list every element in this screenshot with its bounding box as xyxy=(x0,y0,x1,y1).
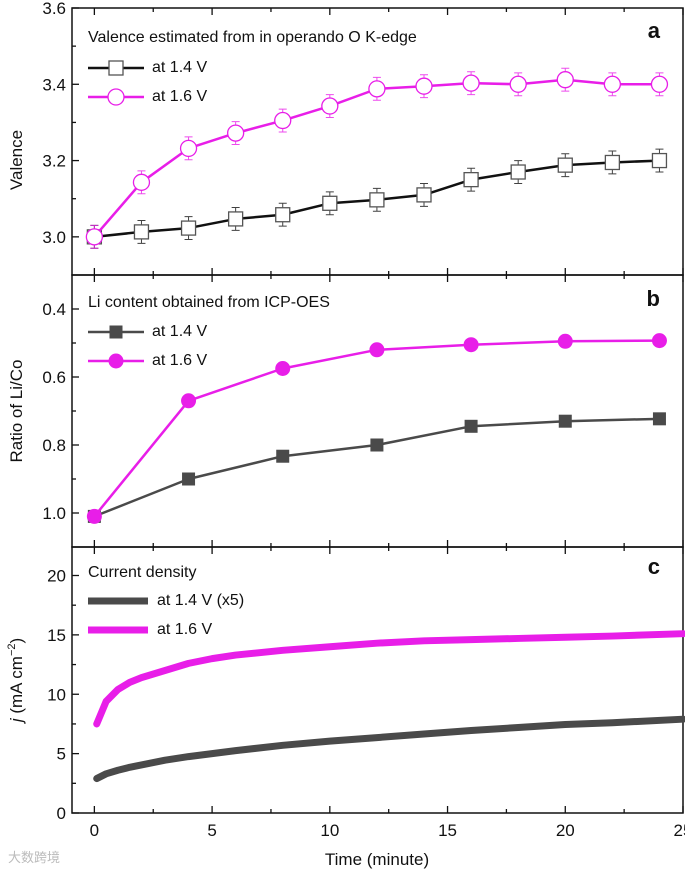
panel-b-li-ratio: Li content obtained from ICP-OES b at 1.… xyxy=(7,274,684,548)
marker-circle xyxy=(650,75,669,93)
plot-frame xyxy=(71,546,684,814)
series-line-at-1-6-V xyxy=(93,630,685,728)
y-tick-label: 3.6 xyxy=(42,0,66,18)
panel-c-title: Current density xyxy=(88,564,197,581)
marker-circle xyxy=(462,74,480,92)
marker-square xyxy=(108,60,124,76)
marker-square xyxy=(464,419,478,433)
panel-c-current-density: Current density c at 1.4 V (x5) at 1.6 V… xyxy=(6,546,685,869)
x-tick-label: 25 xyxy=(674,821,685,840)
marker-circle xyxy=(651,333,667,349)
marker-circle xyxy=(85,228,104,246)
legend-a-1p4: at 1.4 V xyxy=(152,59,207,76)
legend-b-1p6: at 1.6 V xyxy=(152,352,207,369)
legend-c-1p4: at 1.4 V (x5) xyxy=(157,592,244,609)
marker-circle xyxy=(226,124,245,142)
y-tick-label: 15 xyxy=(47,626,66,645)
marker-circle xyxy=(603,75,622,93)
marker-square xyxy=(133,224,150,240)
marker-circle xyxy=(369,342,385,358)
x-tick-label: 0 xyxy=(90,821,99,840)
marker-circle xyxy=(321,97,339,115)
marker-circle xyxy=(509,75,527,93)
x-tick-label: 5 xyxy=(207,821,216,840)
marker-circle xyxy=(274,111,292,130)
panel-a-label: a xyxy=(648,18,661,43)
panel-b-title: Li content obtained from ICP-OES xyxy=(88,294,330,311)
y-tick-label: 5 xyxy=(57,745,66,764)
marker-circle xyxy=(86,508,102,524)
panel-c-ylabel: j (mA cm−2) xyxy=(6,638,26,724)
legend-c-1p6: at 1.6 V xyxy=(157,621,212,638)
watermark: 大数跨境 xyxy=(8,850,60,865)
panel-b-ylabel: Ratio of Li/Co xyxy=(7,360,26,463)
marker-square xyxy=(463,171,479,188)
y-tick-label: 10 xyxy=(47,685,66,704)
y-tick-label: 0.4 xyxy=(42,300,66,319)
series-line-at-1-4-V xyxy=(93,417,661,518)
legend-a-1p6: at 1.6 V xyxy=(152,88,207,105)
marker-circle xyxy=(368,80,386,98)
marker-circle xyxy=(132,173,151,191)
panel-b-label: b xyxy=(647,286,660,311)
y-tick-label: 20 xyxy=(47,567,66,586)
marker-circle xyxy=(415,77,433,95)
x-tick-label: 15 xyxy=(438,821,457,840)
y-tick-label: 0 xyxy=(57,804,66,823)
marker-square xyxy=(180,220,197,236)
marker-circle xyxy=(556,71,574,89)
x-tick-label: 10 xyxy=(320,821,339,840)
marker-square xyxy=(275,207,291,223)
marker-square xyxy=(604,154,621,171)
marker-circle xyxy=(181,393,197,409)
y-tick-label: 3.4 xyxy=(42,75,66,94)
marker-square xyxy=(369,192,385,208)
y-tick-label: 3.2 xyxy=(42,152,66,171)
marker-square xyxy=(227,211,244,227)
marker-square xyxy=(370,438,384,452)
marker-circle xyxy=(463,337,479,353)
marker-circle xyxy=(108,353,124,369)
marker-square xyxy=(109,325,123,339)
y-tick-label: 0.6 xyxy=(42,368,66,387)
x-tick-label: 20 xyxy=(556,821,575,840)
panel-a-ylabel: Valence xyxy=(7,130,26,190)
marker-square xyxy=(651,152,668,169)
y-tick-label: 0.8 xyxy=(42,436,66,455)
legend-b-1p4: at 1.4 V xyxy=(152,323,207,340)
marker-square xyxy=(182,472,196,486)
marker-square xyxy=(652,412,666,426)
marker-circle xyxy=(557,333,573,349)
panel-a-title: Valence estimated from in operando O K-e… xyxy=(88,29,417,46)
marker-circle xyxy=(275,361,291,376)
plot-frame xyxy=(71,7,684,276)
marker-square xyxy=(276,449,290,463)
marker-circle xyxy=(179,139,198,158)
marker-square xyxy=(558,414,572,428)
marker-circle xyxy=(107,88,125,106)
marker-square xyxy=(510,164,526,180)
marker-square xyxy=(557,157,573,173)
panel-c-label: c xyxy=(648,554,660,579)
y-tick-label: 3.0 xyxy=(42,228,66,247)
marker-square xyxy=(416,187,432,203)
plot-frame xyxy=(71,274,684,548)
panel-a-valence: Valence estimated from in operando O K-e… xyxy=(7,0,684,276)
marker-square xyxy=(322,195,338,211)
x-axis-title: Time (minute) xyxy=(325,850,429,869)
series-line-at-1-4-V-x5- xyxy=(93,715,685,783)
y-tick-label: 1.0 xyxy=(42,504,66,523)
